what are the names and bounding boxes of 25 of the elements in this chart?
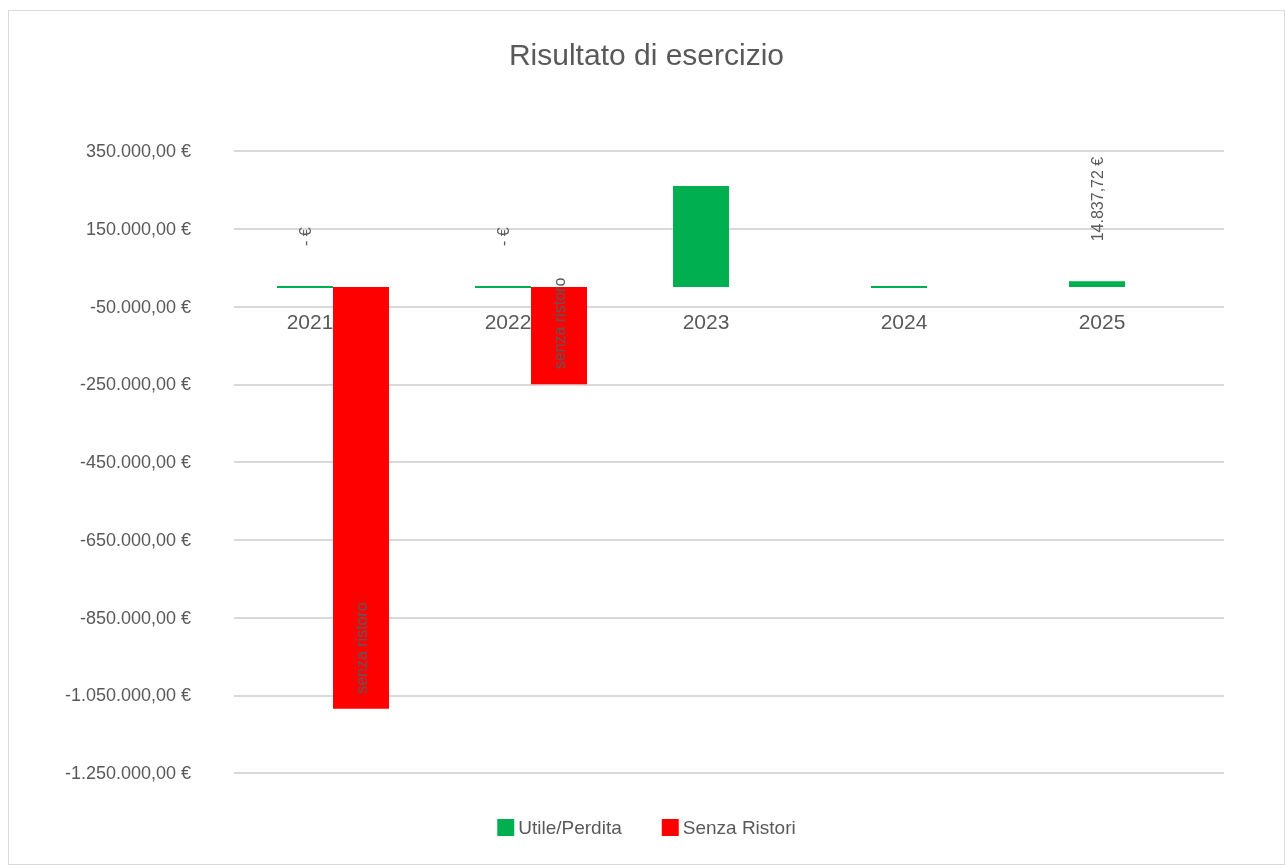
legend-label: Senza Ristori [682, 817, 796, 838]
bar [333, 287, 389, 709]
y-tick-label: 150.000,00 € [85, 218, 191, 239]
y-tick-label: -1.250.000,00 € [64, 763, 191, 783]
y-tick-label: 350.000,00 € [85, 141, 191, 161]
bar [673, 185, 729, 288]
bar [1069, 281, 1125, 288]
x-tick-label: 2021 [286, 310, 334, 334]
x-tick-label: 2025 [1078, 310, 1126, 334]
data-label: - € [296, 227, 314, 247]
data-label: senza ristoro [550, 277, 568, 370]
y-tick-label: -450.000,00 € [79, 452, 191, 472]
y-tick-label: -850.000,00 € [79, 607, 191, 628]
data-label: - € [494, 227, 512, 247]
data-label: senza ristoro [352, 602, 370, 694]
y-tick-label: -50.000,00 € [89, 296, 191, 317]
x-tick-label: 2024 [880, 310, 928, 334]
x-tick-label: 2023 [682, 310, 730, 334]
y-tick-label: -250.000,00 € [79, 374, 191, 395]
chart-title: Risultato di esercizio [508, 37, 785, 71]
y-tick-label: -650.000,00 € [79, 529, 191, 550]
y-tick-label: -1.050.000,00 € [64, 685, 191, 706]
x-tick-label: 2022 [484, 310, 532, 334]
data-label: 14.837,72 € [1088, 156, 1106, 242]
legend-label: Utile/Perdita [518, 817, 623, 838]
